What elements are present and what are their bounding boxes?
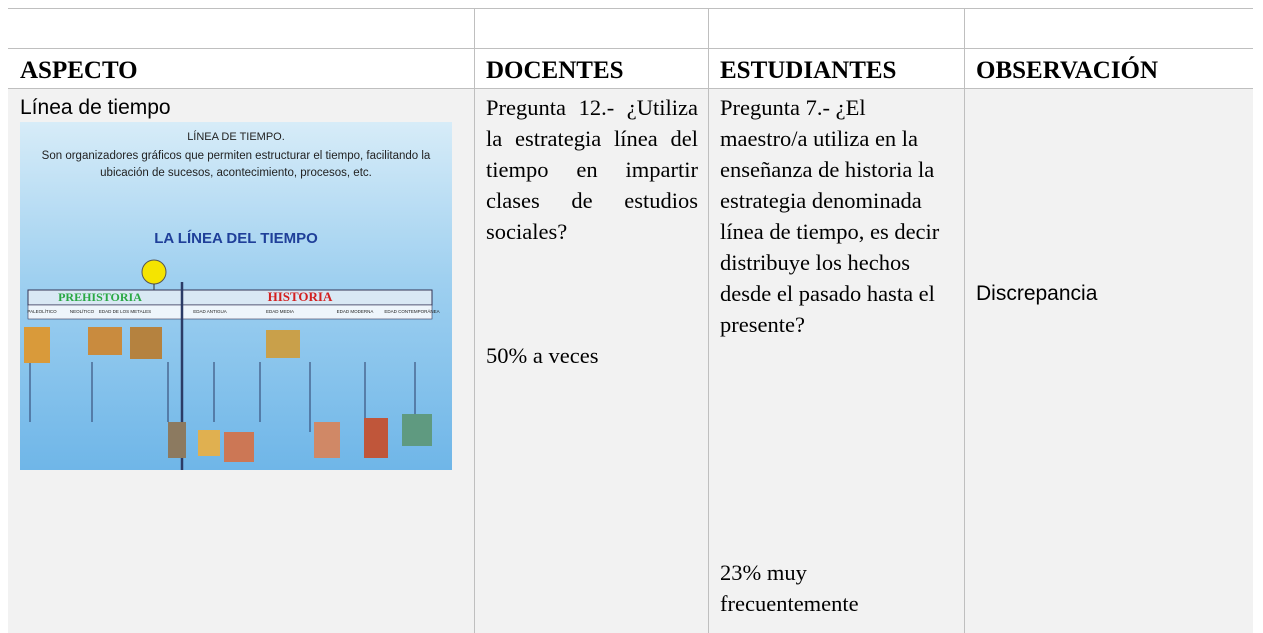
- header-cell: ASPECTO: [20, 57, 138, 84]
- observation-text: Discrepancia: [976, 282, 1098, 305]
- illustrations: [24, 327, 432, 462]
- border: [708, 8, 709, 633]
- period-label: EDAD DE LOS METALES: [99, 309, 151, 314]
- timeline-image: LÍNEA DE TIEMPO. Son organizadores gráfi…: [20, 122, 452, 470]
- image-title: LÍNEA DE TIEMPO.: [187, 131, 285, 143]
- period-label: EDAD ANTIGUA: [193, 309, 227, 314]
- period-band: [27, 304, 433, 320]
- border: [8, 88, 1253, 89]
- header-cell: OBSERVACIÓN: [976, 57, 1159, 84]
- period-label: PALEOLÍTICO: [27, 308, 57, 314]
- period-label: EDAD MEDIA: [266, 309, 294, 314]
- era-label: HISTORIA: [268, 289, 333, 304]
- estudiantes-result: 23% muy frecuentemente: [720, 560, 859, 616]
- period-label: EDAD CONTEMPORÁNEA: [384, 308, 439, 314]
- border: [8, 48, 1253, 49]
- estudiantes-question: Pregunta 7.- ¿El maestro/a utiliza en la…: [720, 95, 940, 337]
- docentes-question: Pregunta 12.- ¿Utiliza la estrategia lín…: [486, 95, 698, 244]
- border: [8, 8, 1253, 9]
- border: [964, 8, 965, 633]
- header-cell: DOCENTES: [486, 57, 624, 84]
- image-heading: LA LÍNEA DEL TIEMPO: [154, 230, 318, 247]
- period-label: EDAD MODERNA: [337, 309, 374, 314]
- marker: [141, 259, 167, 285]
- image-description: Son organizadores gráficos que permiten …: [41, 150, 431, 179]
- header-cell: ESTUDIANTES: [720, 57, 897, 84]
- border: [474, 8, 475, 633]
- period-label: NEOLÍTICO: [70, 308, 95, 314]
- era-label: PREHISTORIA: [58, 290, 142, 304]
- aspect-text: Línea de tiempo: [20, 96, 171, 119]
- docentes-result: 50% a veces: [486, 343, 599, 368]
- timeline-graphic: PREHISTORIA HISTORIA PALEOLÍTICO NEOLÍTIC…: [24, 259, 440, 470]
